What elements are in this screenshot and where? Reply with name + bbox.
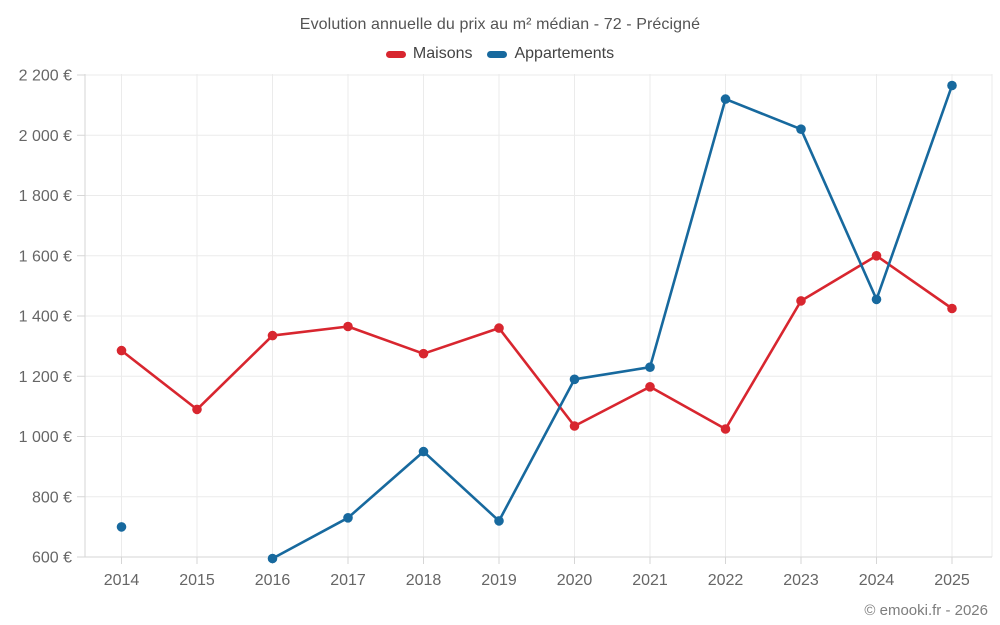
series-line-appartements: [271, 84, 954, 560]
chart-title: Evolution annuelle du prix au m² médian …: [299, 16, 701, 33]
x-tick-label: 2018: [406, 572, 442, 589]
data-point-maisons-2025[interactable]: [947, 303, 957, 314]
data-point-maisons-2018[interactable]: [418, 348, 429, 359]
data-point-appartements-2017[interactable]: [343, 513, 353, 523]
data-point-maisons-2022[interactable]: [720, 424, 731, 434]
data-point-appartements-2021[interactable]: [645, 362, 655, 373]
x-tick-label: 2017: [330, 572, 366, 589]
data-point-appartements-2014[interactable]: [116, 522, 127, 532]
x-tick-label: 2024: [859, 572, 895, 589]
data-point-maisons-2020[interactable]: [569, 421, 580, 431]
data-point-maisons-2021[interactable]: [645, 382, 655, 392]
data-point-maisons-2019[interactable]: [494, 323, 504, 333]
y-tick-label: 600 €: [32, 550, 72, 567]
data-point-appartements-2020[interactable]: [569, 374, 580, 385]
data-point-maisons-2024[interactable]: [871, 251, 882, 261]
y-tick-label: 800 €: [32, 489, 72, 506]
copyright-footer: © emooki.fr - 2026: [864, 602, 988, 619]
y-tick-label: 1 600 €: [19, 248, 72, 265]
maisons-series-swatch: [385, 50, 406, 58]
x-tick-label: 2022: [708, 572, 744, 589]
x-tick-label: 2025: [934, 572, 970, 589]
appartements-series-swatch: [487, 50, 508, 58]
x-tick-label: 2016: [255, 572, 291, 589]
data-point-appartements-2022[interactable]: [720, 94, 731, 104]
series-line-maisons: [120, 254, 954, 431]
data-point-maisons-2017[interactable]: [343, 321, 353, 332]
data-point-appartements-2025[interactable]: [947, 80, 957, 91]
y-tick-label: 2 000 €: [19, 128, 72, 145]
legend-label-maisons: Maisons: [412, 45, 473, 62]
data-point-maisons-2014[interactable]: [116, 345, 127, 356]
data-point-appartements-2019[interactable]: [494, 516, 504, 526]
data-point-maisons-2015[interactable]: [192, 404, 202, 415]
data-point-appartements-2024[interactable]: [871, 294, 882, 305]
x-tick-label: 2014: [104, 572, 140, 589]
x-tick-label: 2020: [557, 572, 593, 589]
x-tick-label: 2015: [179, 572, 215, 589]
y-tick-label: 2 200 €: [19, 68, 72, 85]
data-point-appartements-2018[interactable]: [418, 446, 429, 457]
x-tick-label: 2019: [481, 572, 517, 589]
data-point-appartements-2016[interactable]: [267, 553, 278, 564]
x-tick-label: 2023: [783, 572, 819, 589]
y-tick-label: 1 400 €: [19, 309, 72, 326]
y-tick-label: 1 800 €: [19, 188, 72, 205]
legend-item-maisons[interactable]: Maisons: [385, 45, 473, 63]
x-tick-label: 2021: [632, 572, 668, 589]
legend-label-appartements: Appartements: [514, 45, 615, 62]
y-tick-label: 1 200 €: [19, 369, 72, 386]
legend-item-appartements[interactable]: Appartements: [487, 45, 614, 63]
data-point-appartements-2023[interactable]: [796, 124, 806, 134]
data-point-maisons-2023[interactable]: [796, 296, 806, 306]
data-point-maisons-2016[interactable]: [267, 330, 278, 341]
chart-legend: Maisons Appartements: [0, 45, 1000, 63]
y-tick-label: 1 000 €: [19, 429, 72, 446]
